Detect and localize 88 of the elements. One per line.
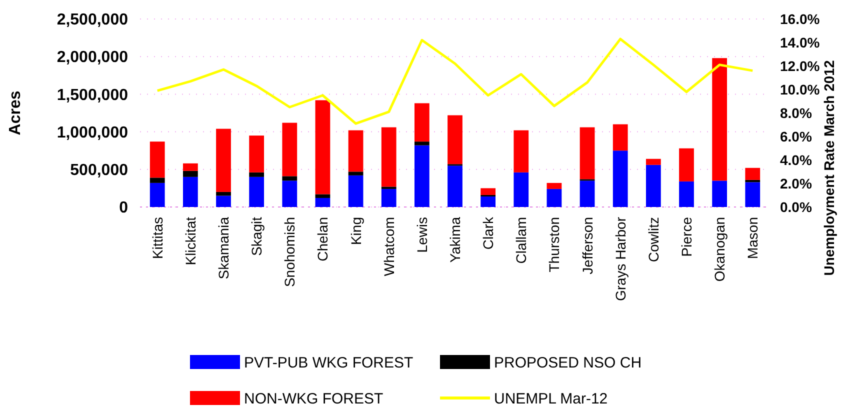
bar (679, 181, 694, 207)
bar (745, 168, 760, 180)
bar (348, 172, 364, 176)
bar (282, 180, 298, 207)
y-tick-label: 500,000 (70, 162, 128, 179)
y2-tick-label: 6.0% (780, 128, 812, 144)
x-tick-label: Yakima (447, 216, 463, 263)
bar (381, 188, 396, 207)
x-tick-label: Chelan (314, 217, 331, 262)
y2-tick-label: 0.0% (780, 198, 812, 215)
bar (216, 192, 231, 196)
bar (182, 170, 198, 177)
x-tick-label: Whatcom (380, 217, 397, 276)
bar (216, 128, 231, 192)
bar (348, 130, 364, 172)
bar (249, 136, 264, 172)
bar (182, 163, 198, 171)
bar (612, 150, 628, 207)
bar (448, 166, 462, 207)
y-tick-label: 2,500,000 (56, 12, 128, 29)
bar (646, 164, 661, 207)
bar (216, 196, 231, 207)
x-tick-label: Clallam (513, 217, 530, 264)
bar (348, 175, 364, 207)
bar (249, 172, 264, 177)
y2-tick-label: 8.0% (780, 104, 812, 121)
bar (150, 182, 165, 207)
bar (712, 58, 728, 181)
legend-label: NON-WKG FOREST (244, 390, 384, 408)
x-tick-label: Lewis (414, 217, 430, 253)
bar (282, 122, 298, 176)
y-tick-label: 2,000,000 (56, 49, 128, 66)
x-tick-label: Snohomish (282, 217, 298, 288)
x-tick-label: Pierce (678, 216, 694, 257)
bar (480, 196, 496, 207)
x-tick-label: King (348, 217, 364, 246)
legend-label: PVT-PUB WKG FOREST (244, 354, 414, 372)
x-tick-label: Thurston (546, 217, 562, 272)
x-tick-label: Mason (744, 217, 761, 260)
bar (580, 180, 595, 207)
y2-tick-label: 12.0% (780, 58, 820, 74)
x-tick-label: Grays Harbor (612, 216, 628, 302)
bar (414, 145, 430, 207)
y2-tick-label: 16.0% (780, 10, 820, 27)
bar (315, 198, 330, 207)
y-tick-label: 0 (119, 200, 128, 217)
y-axis-title: Acres (7, 90, 24, 136)
legend-label: UNEMPL Mar-12 (494, 390, 608, 408)
bar (414, 142, 430, 146)
x-tick-label: Cowlitz (645, 217, 662, 262)
y2-tick-label: 10.0% (780, 81, 820, 98)
y2-tick-label: 14.0% (780, 34, 820, 50)
legend-label: PROPOSED NSO CH (494, 354, 642, 372)
bar (514, 130, 529, 172)
bar (282, 176, 298, 181)
line-series (156, 38, 754, 125)
bar (182, 176, 198, 207)
bar (249, 176, 264, 207)
bar (580, 127, 595, 180)
x-tick-label: Klickitat (182, 216, 198, 266)
bar (448, 115, 462, 164)
bar (546, 188, 562, 207)
bar (381, 127, 396, 187)
bar (150, 142, 165, 178)
bar (745, 182, 760, 207)
bar (679, 148, 694, 182)
y2-tick-label: 2.0% (780, 175, 812, 192)
y2-tick-label: 4.0% (780, 152, 812, 168)
bar (315, 100, 330, 194)
x-tick-label: Jefferson (579, 217, 596, 274)
bar (612, 124, 628, 151)
bar (315, 194, 330, 198)
bar (414, 103, 430, 142)
y2-axis-title: Unemployment Rate March 2012 (821, 60, 837, 276)
bar (514, 172, 529, 207)
x-tick-label: Clark (480, 216, 496, 250)
bar (646, 158, 661, 165)
x-tick-label: Skagit (248, 216, 265, 256)
y-tick-label: 1,000,000 (56, 124, 128, 142)
bar (745, 180, 760, 182)
bar (712, 180, 728, 207)
x-tick-label: Skamania (216, 216, 232, 280)
bar (480, 188, 496, 195)
bar (150, 178, 165, 183)
x-tick-label: Kittitas (149, 217, 166, 260)
y-tick-label: 1,500,000 (56, 86, 128, 104)
x-tick-label: Okanogan (712, 217, 728, 282)
bar (546, 182, 562, 189)
